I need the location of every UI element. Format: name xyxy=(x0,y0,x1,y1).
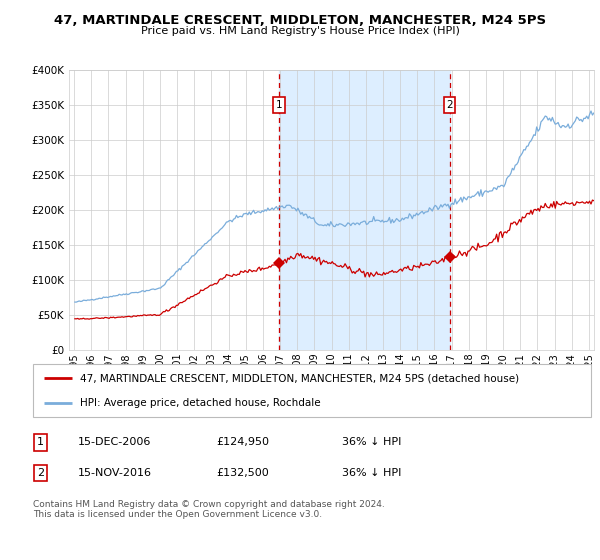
Text: 36% ↓ HPI: 36% ↓ HPI xyxy=(342,468,401,478)
Text: Price paid vs. HM Land Registry's House Price Index (HPI): Price paid vs. HM Land Registry's House … xyxy=(140,26,460,36)
Bar xyxy=(280,70,449,350)
Text: Contains HM Land Registry data © Crown copyright and database right 2024.
This d: Contains HM Land Registry data © Crown c… xyxy=(33,500,385,519)
Text: HPI: Average price, detached house, Rochdale: HPI: Average price, detached house, Roch… xyxy=(80,398,321,408)
Text: 36% ↓ HPI: 36% ↓ HPI xyxy=(342,437,401,447)
Text: 15-NOV-2016: 15-NOV-2016 xyxy=(78,468,152,478)
Text: 47, MARTINDALE CRESCENT, MIDDLETON, MANCHESTER, M24 5PS (detached house): 47, MARTINDALE CRESCENT, MIDDLETON, MANC… xyxy=(80,374,520,384)
Text: 47, MARTINDALE CRESCENT, MIDDLETON, MANCHESTER, M24 5PS: 47, MARTINDALE CRESCENT, MIDDLETON, MANC… xyxy=(54,14,546,27)
Text: 15-DEC-2006: 15-DEC-2006 xyxy=(78,437,151,447)
Text: £124,950: £124,950 xyxy=(216,437,269,447)
Text: 1: 1 xyxy=(37,437,44,447)
Text: 2: 2 xyxy=(37,468,44,478)
Text: £132,500: £132,500 xyxy=(216,468,269,478)
Text: 1: 1 xyxy=(276,100,283,110)
FancyBboxPatch shape xyxy=(33,364,591,417)
Text: 2: 2 xyxy=(446,100,453,110)
